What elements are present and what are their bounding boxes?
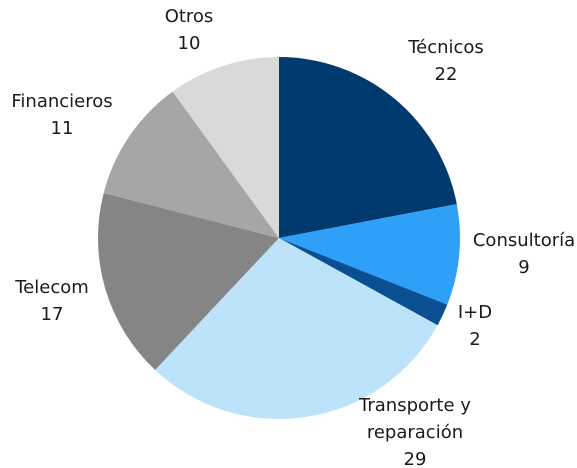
category-label: Transporte y reparación (359, 395, 471, 443)
category-label: Otros (164, 6, 214, 27)
slice-label: Consultoría 9 (444, 227, 577, 281)
slice-label: Técnicos 22 (366, 34, 526, 88)
value-label: 22 (434, 64, 458, 85)
category-label: Consultoría (472, 230, 576, 251)
category-label: Telecom (15, 277, 89, 298)
slice-label: Transporte y reparación 29 (350, 392, 480, 468)
category-label: Técnicos (408, 37, 484, 58)
pie-slice (103, 91, 279, 238)
slice-label: Telecom 17 (0, 274, 112, 328)
slice-label: Financieros 11 (0, 88, 132, 142)
category-label: I+D (457, 302, 493, 323)
value-label: 2 (469, 329, 481, 350)
pie-slice (279, 204, 461, 305)
pie-slice (155, 238, 438, 419)
value-label: 9 (518, 257, 530, 278)
pie-slice (98, 192, 279, 370)
slice-label: I+D 2 (435, 299, 515, 353)
pie-slice (172, 56, 279, 238)
slice-label: Otros 10 (139, 3, 239, 57)
value-label: 11 (50, 118, 74, 139)
value-label: 17 (40, 304, 64, 325)
pie-slice (279, 238, 448, 326)
pie-slice (279, 57, 457, 238)
category-label: Financieros (11, 91, 113, 112)
value-label: 29 (403, 449, 427, 468)
value-label: 10 (177, 33, 201, 54)
